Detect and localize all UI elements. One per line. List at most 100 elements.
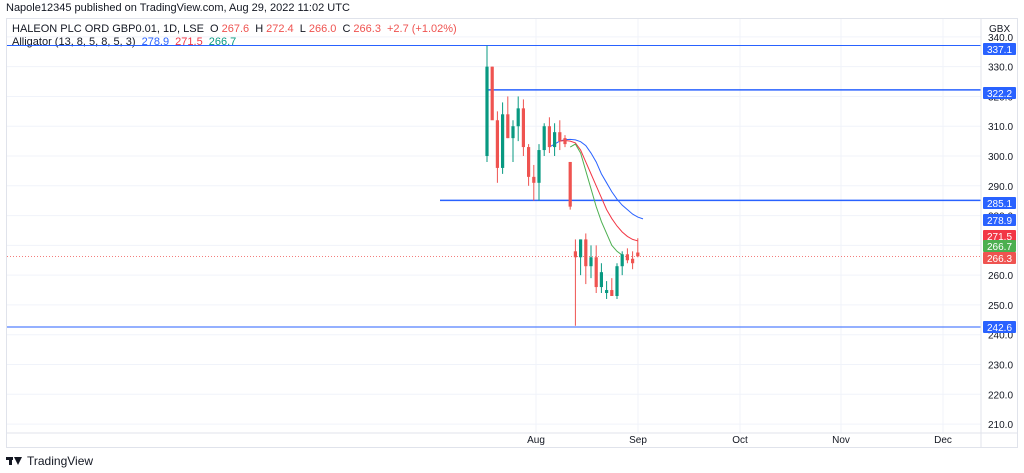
close-value: 266.3 <box>353 23 381 35</box>
tradingview-logo-icon <box>6 456 22 466</box>
candle <box>610 278 614 296</box>
candle-body <box>527 147 531 177</box>
candle <box>615 263 619 299</box>
candle <box>511 120 515 162</box>
candle-body <box>589 257 593 267</box>
lips-value: 266.7 <box>208 36 237 48</box>
currency-label: GBX <box>989 24 1010 35</box>
grid <box>7 19 981 433</box>
brand-name: TradingView <box>27 454 94 468</box>
price-tag <box>983 43 1016 55</box>
teeth-value: 271.5 <box>175 36 203 48</box>
candle-body <box>625 254 629 261</box>
candle <box>584 233 588 285</box>
candles[interactable] <box>485 45 640 326</box>
publisher-header: Napole12345 published on TradingView.com… <box>6 2 350 14</box>
price-tag-label: 271.5 <box>987 232 1012 243</box>
price-tag <box>983 197 1016 209</box>
change-value: +2.7 (+1.02%) <box>387 23 457 35</box>
candle-body <box>631 258 635 264</box>
candle-body <box>599 272 603 288</box>
price-tag <box>983 240 1016 252</box>
indicator-title[interactable]: Alligator (13, 8, 5, 8, 5, 3) <box>12 36 136 48</box>
price-tag <box>983 214 1016 226</box>
y-tick-label: 210.0 <box>988 420 1013 431</box>
price-tag <box>983 321 1016 333</box>
candle-body <box>532 176 536 183</box>
x-tick-label: Dec <box>934 435 952 446</box>
y-tick-label: 290.0 <box>988 182 1013 193</box>
candle-body <box>594 257 598 288</box>
candle <box>495 111 499 183</box>
candle <box>631 251 635 270</box>
y-tick-label: 230.0 <box>988 360 1013 371</box>
candle-body <box>563 138 567 145</box>
price-tag-label: 278.9 <box>987 216 1012 227</box>
candle <box>501 102 505 174</box>
candle-body <box>553 132 557 148</box>
candle-body <box>547 126 551 148</box>
alligator-lips-line <box>569 143 623 256</box>
price-tag <box>983 230 1016 242</box>
jaw-value: 278.9 <box>141 36 170 48</box>
candle <box>490 66 494 121</box>
y-tick-label: 260.0 <box>988 271 1013 282</box>
open-label: O <box>210 23 219 35</box>
low-label: L <box>299 23 306 35</box>
x-tick-label: Oct <box>732 435 748 446</box>
candle <box>563 135 567 148</box>
candle-body <box>615 266 619 296</box>
candle <box>521 99 525 157</box>
candle <box>568 161 572 210</box>
chart-frame <box>6 18 1018 448</box>
symbol-legend[interactable]: HALEON PLC ORD GBP0.01, 1D, LSE O 267.6 H… <box>12 23 460 35</box>
open-value: 267.6 <box>221 23 250 35</box>
horizontal-lines[interactable] <box>7 45 981 328</box>
candle-body <box>511 126 515 139</box>
candle-body <box>620 254 624 267</box>
y-tick-label: 340.0 <box>988 33 1013 44</box>
candle <box>485 45 489 162</box>
candle-body <box>605 290 609 294</box>
candle <box>527 144 531 186</box>
high-label: H <box>255 23 264 35</box>
time-axis[interactable]: Aug Sep Oct Nov Dec <box>6 432 1018 446</box>
candle-body <box>490 66 494 121</box>
candle <box>573 239 577 326</box>
x-tick-label: Nov <box>832 435 850 446</box>
y-tick-label: 300.0 <box>988 152 1013 163</box>
symbol-title[interactable]: HALEON PLC ORD GBP0.01, 1D, LSE <box>12 23 204 35</box>
candle-body <box>485 66 489 157</box>
candle <box>579 239 583 276</box>
candle-body <box>501 114 505 168</box>
candle <box>625 248 629 264</box>
y-tick-label: 240.0 <box>988 331 1013 342</box>
y-tick-label: 250.0 <box>988 301 1013 312</box>
candle <box>537 144 541 201</box>
close-label: C <box>342 23 351 35</box>
high-value: 272.4 <box>266 23 294 35</box>
y-tick-label: 220.0 <box>988 390 1013 401</box>
candle-body <box>573 251 577 258</box>
low-value: 266.0 <box>308 23 337 35</box>
candle <box>558 120 562 151</box>
candle-body <box>506 114 510 139</box>
indicator-legend[interactable]: Alligator (13, 8, 5, 8, 5, 3) 278.9 271.… <box>12 36 239 48</box>
candle-body <box>516 108 520 127</box>
candle-body <box>610 290 614 296</box>
candle <box>532 164 536 201</box>
candle-body <box>584 239 588 267</box>
candle-body <box>568 161 572 207</box>
price-tag-label: 266.7 <box>987 242 1012 253</box>
candle <box>506 96 510 139</box>
price-tag <box>983 87 1016 99</box>
candle-body <box>579 239 583 258</box>
candle <box>594 245 598 294</box>
price-tag-label: 322.2 <box>987 89 1012 100</box>
y-tick-label: 330.0 <box>988 63 1013 74</box>
candle <box>547 117 551 154</box>
price-tag-label: 266.3 <box>987 254 1012 265</box>
tradingview-footer[interactable]: TradingView <box>6 454 93 468</box>
